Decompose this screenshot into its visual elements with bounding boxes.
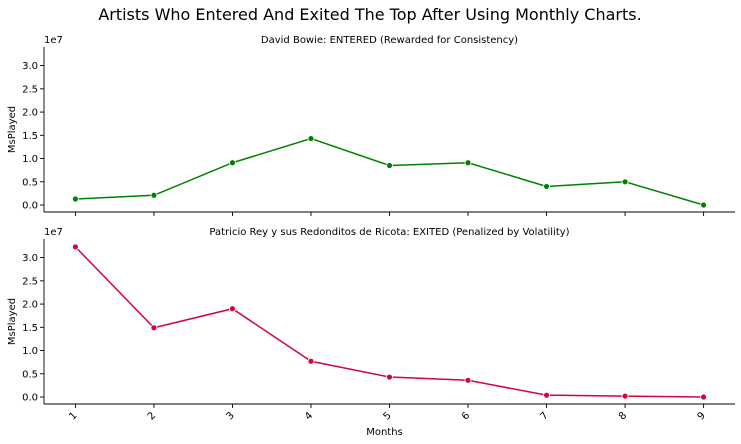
data-point (72, 243, 79, 251)
y-tick-label: 2.0 (22, 108, 38, 119)
y-offset-label: 1e7 (44, 35, 63, 46)
y-tick-label: 2.0 (22, 300, 38, 311)
x-tick-label: 6 (460, 410, 472, 422)
y-tick-label: 1.5 (22, 323, 38, 334)
y-tick-label: 1.5 (22, 131, 38, 142)
data-point (229, 305, 236, 313)
x-tick-label: 5 (381, 410, 393, 422)
y-axis-label: MsPlayed (7, 106, 18, 153)
y-tick-label: 3.0 (22, 253, 38, 264)
y-axis-label: MsPlayed (7, 298, 18, 345)
x-tick-label: 1 (67, 410, 79, 422)
y-tick-label: 0.0 (22, 201, 38, 212)
data-point (464, 159, 472, 167)
data-point (307, 135, 315, 142)
data-point (700, 201, 707, 209)
y-tick-label: 2.5 (22, 276, 38, 287)
data-point (621, 178, 629, 186)
data-point (386, 162, 393, 169)
data-point (700, 393, 707, 401)
data-point (72, 195, 79, 203)
y-tick-label: 0.5 (22, 369, 38, 380)
y-tick-label: 2.5 (22, 84, 38, 95)
x-tick-label: 2 (146, 410, 158, 422)
data-point (150, 191, 158, 199)
data-point (543, 391, 550, 399)
panel-title: David Bowie: ENTERED (Rewarded for Consi… (261, 35, 518, 46)
panel-title: Patricio Rey y sus Redonditos de Ricota:… (209, 227, 569, 238)
panel-1: David Bowie: ENTERED (Rewarded for Consi… (7, 35, 735, 216)
series-line (75, 137, 704, 206)
y-tick-label: 1.0 (22, 346, 38, 357)
x-tick-label: 8 (617, 410, 629, 422)
y-tick-label: 3.0 (22, 61, 38, 72)
y-offset-label: 1e7 (44, 227, 63, 238)
data-point (229, 159, 236, 167)
x-tick-label: 7 (539, 410, 551, 422)
x-axis-label: Months (366, 427, 403, 438)
panel-2: Patricio Rey y sus Redonditos de Ricota:… (7, 227, 735, 438)
data-point (543, 183, 550, 190)
y-tick-label: 0.0 (22, 393, 38, 404)
chart-panels: David Bowie: ENTERED (Rewarded for Consi… (7, 35, 735, 438)
data-point (307, 357, 315, 365)
data-point (150, 324, 158, 332)
x-tick-label: 9 (696, 410, 708, 422)
y-tick-label: 0.5 (22, 177, 38, 188)
data-point (621, 392, 629, 400)
x-tick-label: 4 (303, 410, 315, 422)
y-tick-label: 1.0 (22, 154, 38, 165)
x-tick-label: 3 (224, 410, 236, 422)
figure-title: Artists Who Entered And Exited The Top A… (98, 5, 641, 24)
data-point (386, 373, 393, 381)
data-point (464, 376, 472, 384)
